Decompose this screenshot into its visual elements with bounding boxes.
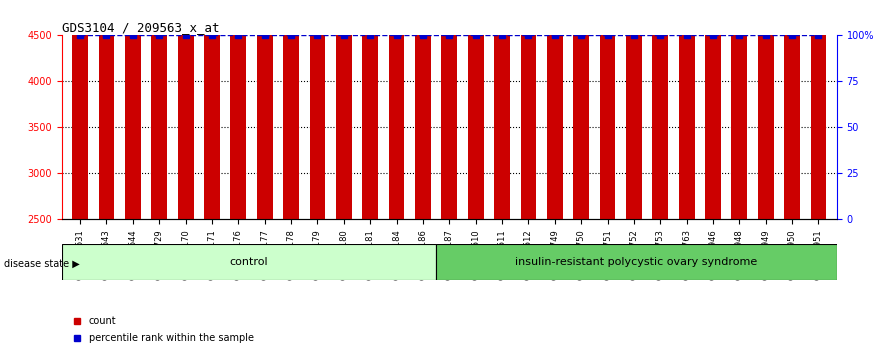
Bar [152,0,167,219]
Bar [784,0,800,219]
Bar [626,0,642,219]
Bar [652,0,668,219]
Text: count: count [89,316,116,326]
Bar [178,0,194,219]
Bar [705,0,721,219]
Bar [731,0,747,219]
Bar [678,0,694,219]
Bar [574,0,589,219]
Bar [204,0,220,219]
FancyBboxPatch shape [436,244,837,280]
Bar [309,0,325,219]
Bar [72,0,88,219]
FancyBboxPatch shape [62,244,436,280]
Bar [600,0,616,219]
Text: control: control [229,257,268,267]
Bar [494,0,510,219]
Bar [336,0,352,219]
Text: insulin-resistant polycystic ovary syndrome: insulin-resistant polycystic ovary syndr… [515,257,758,267]
Bar [256,0,272,219]
Bar [283,0,299,219]
Bar [99,0,115,219]
Bar [468,0,484,219]
Bar [441,0,457,219]
Text: disease state ▶: disease state ▶ [4,259,80,269]
Text: percentile rank within the sample: percentile rank within the sample [89,333,254,343]
Bar [811,0,826,219]
Bar [521,0,537,219]
Bar [547,0,563,219]
Bar [125,0,141,219]
Text: GDS3104 / 209563_x_at: GDS3104 / 209563_x_at [62,21,219,34]
Bar [389,0,404,219]
Bar [362,0,378,219]
Bar [231,0,247,219]
Bar [415,0,431,219]
Bar [758,0,774,219]
